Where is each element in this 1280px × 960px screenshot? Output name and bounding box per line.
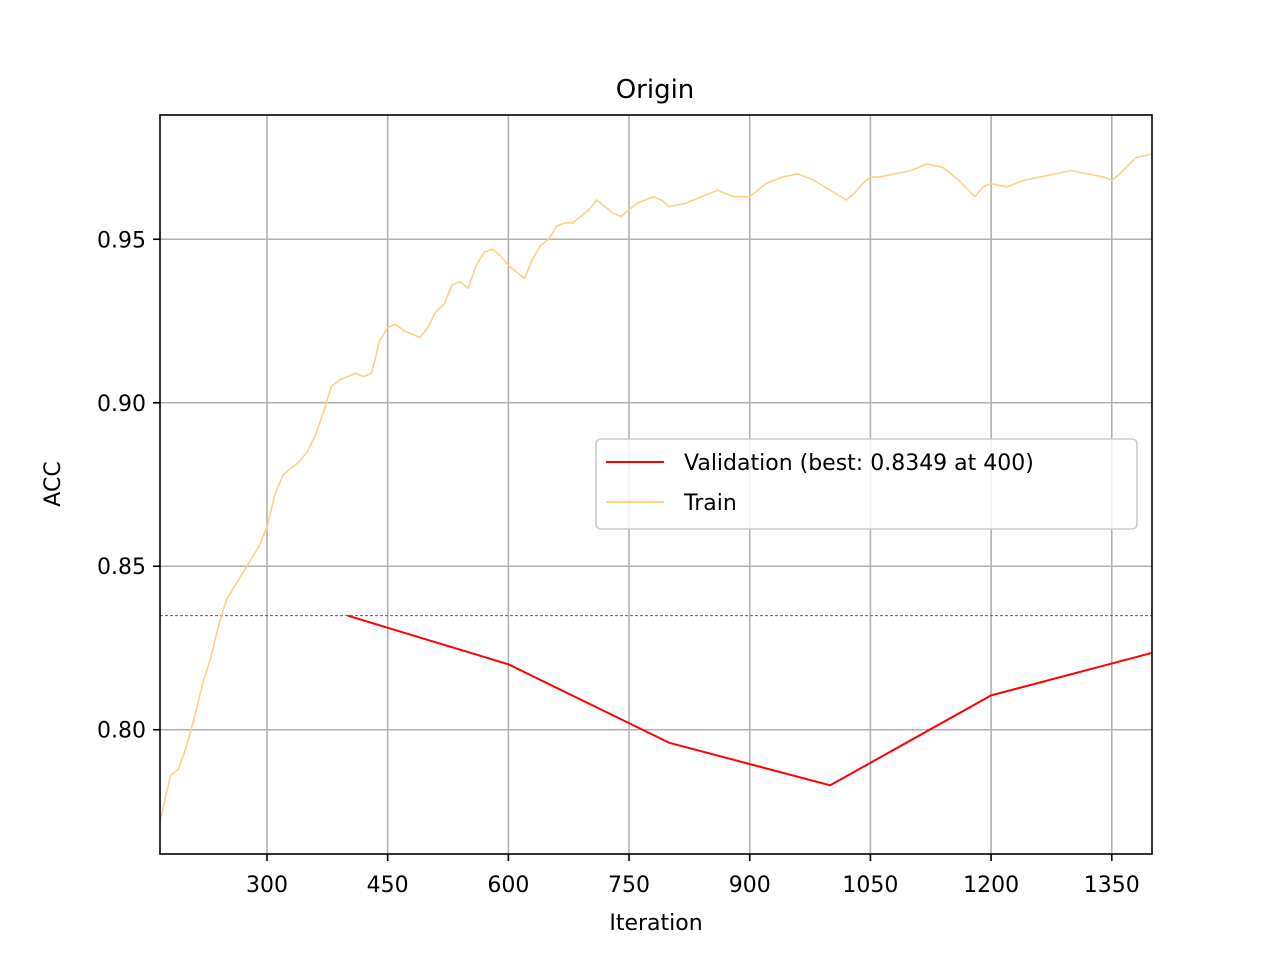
chart-title: Origin	[616, 75, 695, 105]
x-axis-ticks: 300 450 600 750 900 1050 1200 1350	[246, 854, 1140, 898]
y-tick-label: 0.85	[97, 555, 146, 580]
x-tick-label: 600	[487, 873, 529, 898]
plot-frame	[159, 114, 1153, 855]
y-axis-ticks: 0.80 0.85 0.90 0.95	[97, 228, 160, 744]
x-tick-label: 750	[608, 873, 650, 898]
x-axis-label: Iteration	[609, 911, 702, 936]
legend-label-validation: Validation (best: 0.8349 at 400)	[684, 451, 1034, 476]
validation-series-line	[347, 614, 1152, 787]
series-layer	[160, 153, 1152, 822]
y-tick-label: 0.95	[97, 228, 146, 253]
x-tick-label: 1050	[842, 873, 898, 898]
y-tick-label: 0.80	[97, 719, 146, 744]
legend-label-train: Train	[683, 491, 737, 516]
x-tick-label: 900	[729, 873, 771, 898]
train-series-line	[160, 153, 1152, 822]
y-tick-label: 0.90	[97, 392, 146, 417]
x-tick-label: 1200	[963, 873, 1019, 898]
legend: Validation (best: 0.8349 at 400) Train	[595, 438, 1138, 530]
x-tick-label: 1350	[1084, 873, 1140, 898]
y-axis-label: ACC	[41, 461, 66, 506]
legend-box	[595, 438, 1138, 530]
x-tick-label: 450	[367, 873, 409, 898]
x-tick-label: 300	[246, 873, 288, 898]
